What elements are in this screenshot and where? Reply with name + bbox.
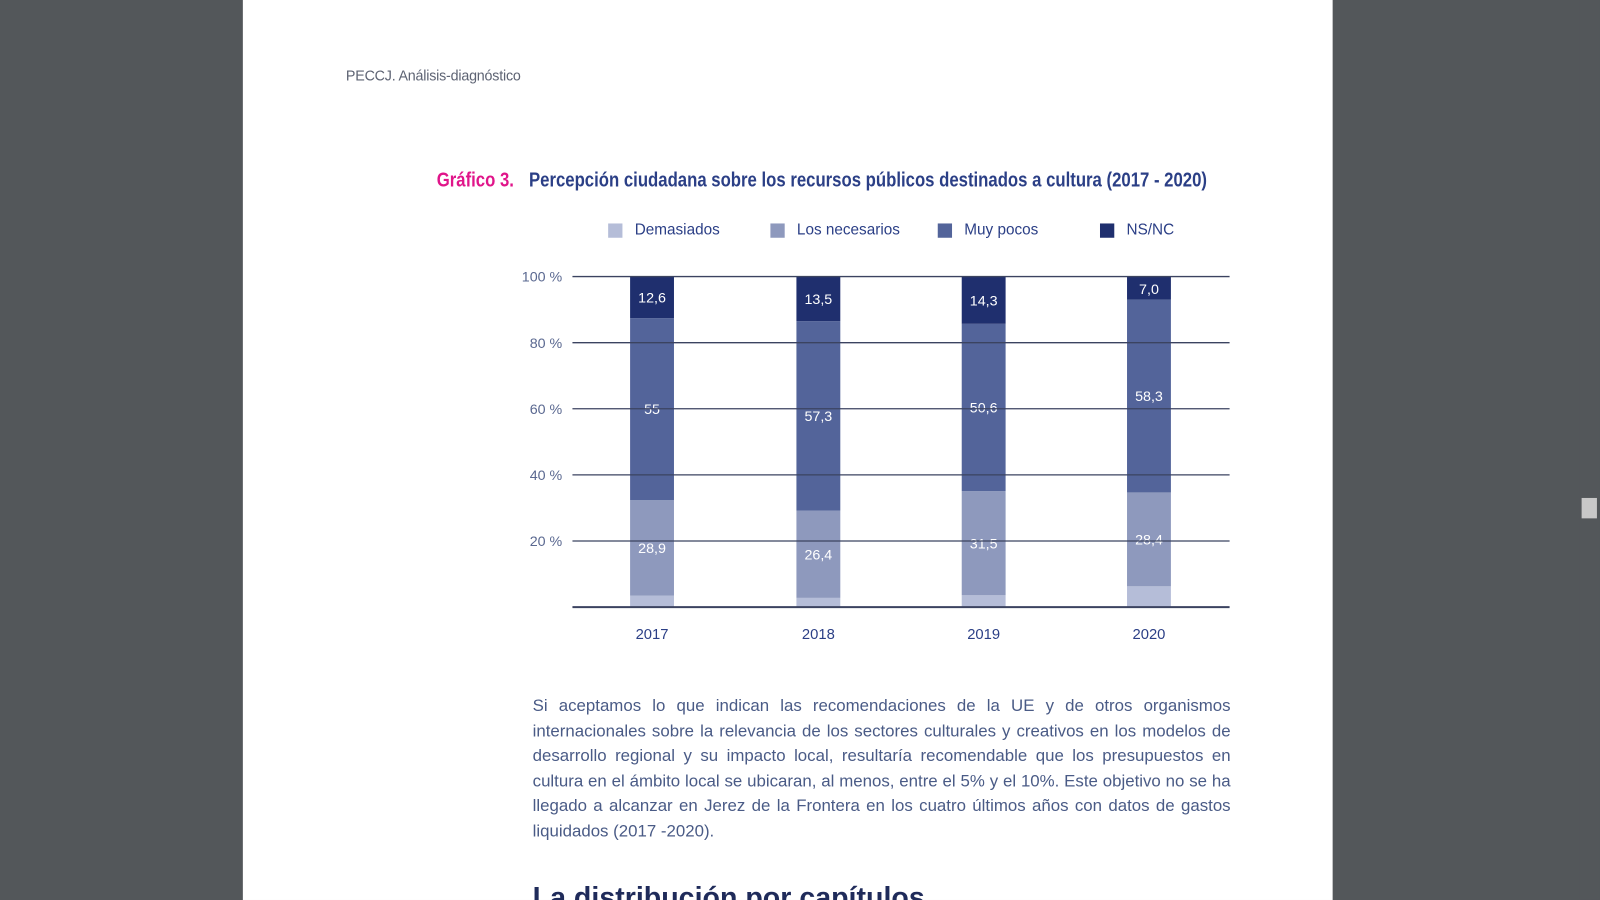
- bar-segment: [796, 597, 841, 608]
- y-tick-label: 60 %: [530, 402, 563, 418]
- y-tick-label: 100 %: [522, 270, 563, 286]
- data-label: 28,9: [638, 541, 666, 557]
- legend-label: Demasiados: [634, 221, 720, 239]
- bar-segment: [796, 510, 841, 598]
- data-label: 12,6: [638, 290, 666, 306]
- data-label: 14,3: [970, 293, 998, 309]
- legend-item: Demasiados: [608, 221, 720, 239]
- legend-swatch: [937, 222, 953, 238]
- bar-segment: [961, 491, 1006, 596]
- figure-caption: Percepción ciudadana sobre los recursos …: [528, 169, 1207, 192]
- data-label: 55: [644, 402, 660, 418]
- legend-label: Los necesarios: [796, 221, 900, 239]
- data-label: 7,0: [1139, 282, 1159, 298]
- x-tick-label: 2019: [967, 627, 1000, 643]
- y-tick-label: 80 %: [530, 336, 563, 352]
- bar-segment: [796, 276, 841, 322]
- bar-segment: [961, 276, 1006, 324]
- y-tick-label: 40 %: [530, 468, 563, 484]
- scrollbar[interactable]: [1579, 0, 1600, 900]
- data-label: 13,5: [804, 292, 832, 308]
- stacked-bar-chart: 28,95512,6201726,457,313,5201831,550,614…: [522, 270, 1230, 643]
- legend-item: Los necesarios: [770, 221, 900, 239]
- bar-segment: [961, 323, 1006, 492]
- x-tick-label: 2020: [1133, 627, 1166, 643]
- legend-swatch: [1099, 222, 1115, 238]
- x-tick-label: 2018: [802, 627, 835, 643]
- data-label: 26,4: [804, 547, 832, 563]
- bar-segment: [1127, 276, 1171, 300]
- data-label: 57,3: [804, 409, 832, 425]
- bar-segment: [961, 595, 1006, 608]
- legend-swatch: [770, 222, 785, 238]
- bar-segment: [630, 595, 674, 608]
- legend-item: Muy pocos: [937, 221, 1039, 239]
- bar-segment: [1127, 492, 1171, 587]
- legend-item: NS/NC: [1099, 221, 1175, 239]
- running-header: PECCJ. Análisis-diagnóstico: [345, 67, 521, 84]
- data-label: 31,5: [970, 536, 998, 552]
- bar-segment: [630, 500, 674, 596]
- scrollbar-thumb[interactable]: [1581, 497, 1597, 519]
- bar-segment: [1127, 586, 1171, 608]
- figure-title: Gráfico 3. Percepción ciudadana sobre los…: [437, 169, 1207, 192]
- legend-swatch: [608, 222, 623, 238]
- bar-segment: [796, 321, 841, 511]
- figure-number: Gráfico 3.: [436, 169, 514, 192]
- body-paragraph: Si aceptamos lo que indican las recomend…: [532, 696, 1231, 841]
- bar-segment: [630, 276, 674, 319]
- x-tick-label: 2017: [636, 627, 669, 643]
- bar-segment: [1127, 299, 1171, 493]
- legend-label: Muy pocos: [964, 221, 1039, 239]
- section-heading: La distribución por capítulos: [532, 881, 925, 900]
- data-label: 58,3: [1135, 389, 1163, 405]
- legend-label: NS/NC: [1126, 221, 1175, 239]
- y-tick-label: 20 %: [530, 534, 563, 550]
- document-page: PECCJ. Análisis-diagnóstico Gráfico 3. Pe…: [242, 0, 1333, 900]
